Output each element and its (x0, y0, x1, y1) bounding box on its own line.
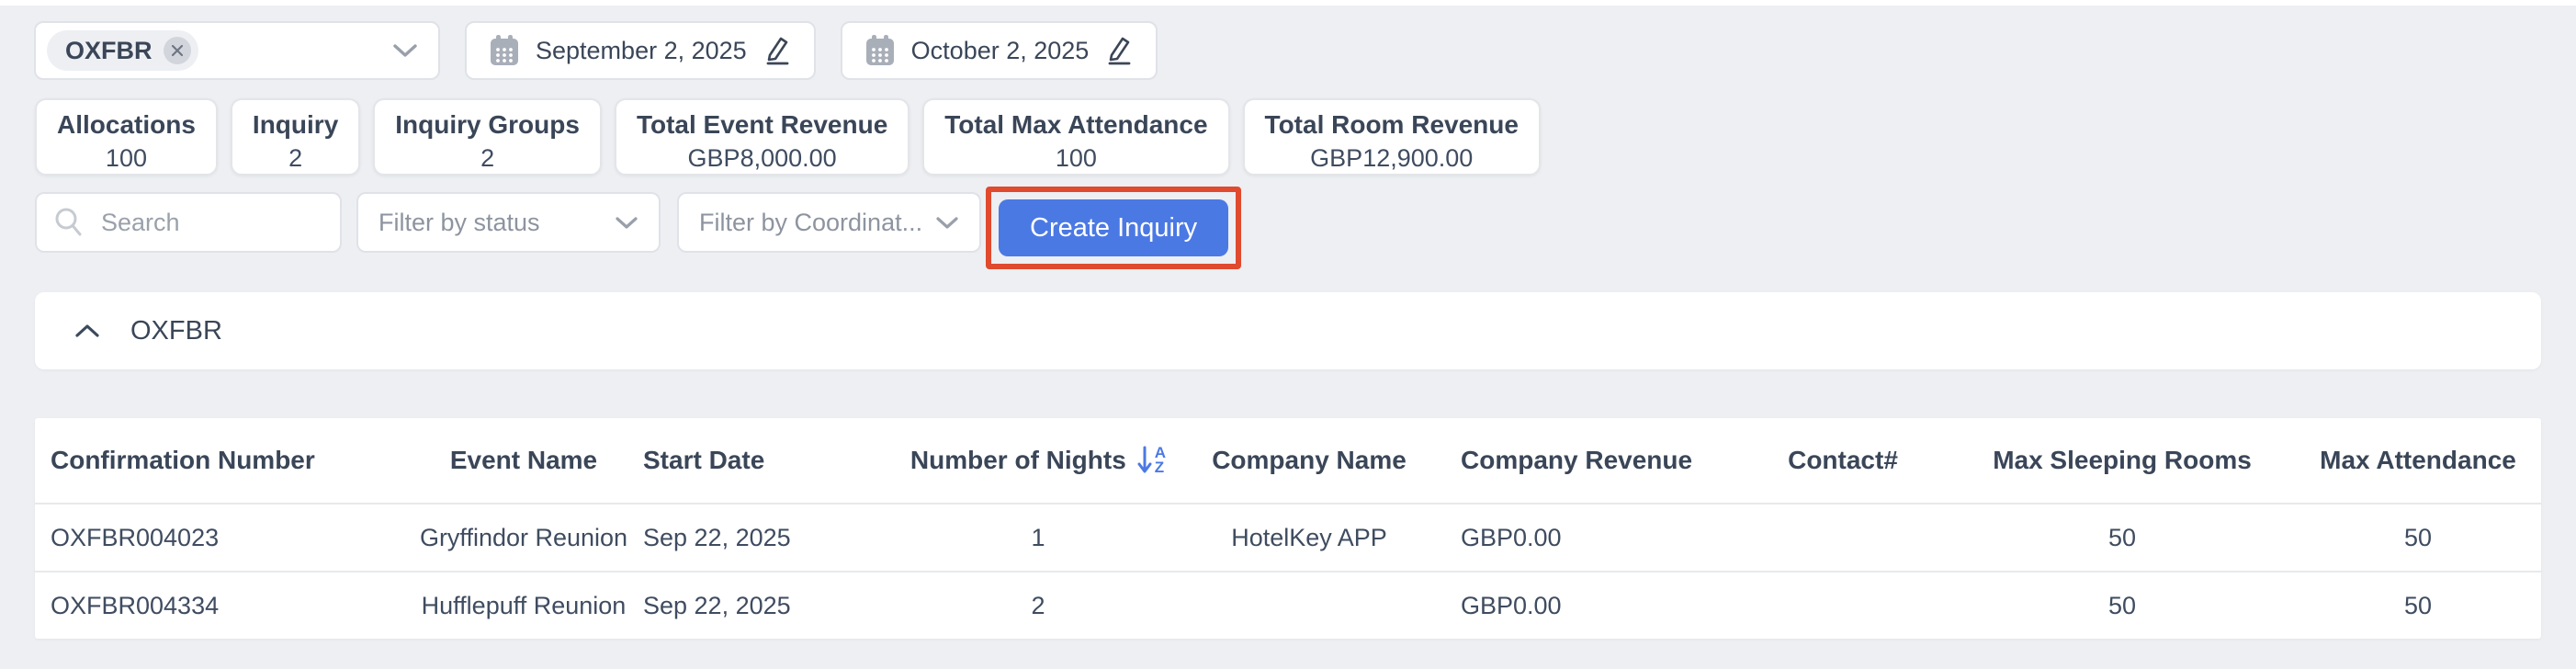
column-header-company-revenue: Company Revenue (1461, 446, 1693, 474)
stat-value: 100 (1055, 144, 1097, 172)
stat-label: Total Event Revenue (636, 110, 888, 139)
stat-value: 100 (105, 144, 147, 172)
stat-label: Inquiry Groups (395, 110, 580, 139)
cell-start-date: Sep 22, 2025 (643, 591, 791, 619)
stat-card-total-max-attendance: Total Max Attendance 100 (922, 98, 1230, 176)
column-header-start-date: Start Date (643, 446, 765, 474)
cell-company-revenue: GBP0.00 (1461, 591, 1562, 619)
stat-value: 2 (288, 144, 303, 172)
stats-row: Allocations 100 Inquiry 2 Inquiry Groups… (35, 98, 2576, 176)
stat-label: Inquiry (252, 110, 339, 139)
column-header-label: Number of Nights (910, 446, 1126, 474)
column-header-company-name: Company Name (1212, 446, 1407, 474)
filter-row: Filter by status Filter by Coordinat... … (35, 187, 2576, 269)
cell-max-sleeping-rooms: 50 (2107, 591, 2137, 619)
cell-start-date: Sep 22, 2025 (643, 523, 791, 551)
close-icon[interactable] (163, 37, 191, 64)
cell-number-of-nights: 2 (1031, 591, 1045, 619)
column-header-contact: Contact# (1788, 446, 1898, 474)
coordinator-filter-select[interactable]: Filter by Coordinat... (677, 192, 981, 253)
end-date-value: October 2, 2025 (910, 36, 1090, 64)
cell-confirmation-number: OXFBR004334 (51, 591, 220, 619)
calendar-icon (864, 34, 896, 67)
stat-card-total-event-revenue: Total Event Revenue GBP8,000.00 (614, 98, 910, 176)
edit-icon[interactable] (1104, 35, 1134, 66)
cell-confirmation-number: OXFBR004023 (51, 523, 220, 551)
column-header-event-name: Event Name (449, 446, 598, 474)
chevron-up-icon[interactable] (73, 323, 101, 339)
property-tag: OXFBR (47, 30, 198, 71)
stat-label: Total Max Attendance (944, 110, 1208, 139)
cell-max-attendance: 50 (2403, 591, 2433, 619)
property-select[interactable]: OXFBR (34, 21, 440, 80)
stat-card-allocations: Allocations 100 (35, 98, 218, 176)
sort-letters: A Z (1154, 444, 1167, 476)
action-highlight-box: Create Inquiry (986, 187, 1242, 269)
group-panel-oxfbr[interactable]: OXFBR (35, 292, 2541, 369)
cell-number-of-nights: 1 (1031, 523, 1045, 551)
coordinator-filter-placeholder: Filter by Coordinat... (699, 208, 923, 236)
sort-az-icon[interactable]: A Z (1137, 445, 1166, 476)
search-box[interactable] (35, 192, 342, 253)
inquiries-table: Confirmation Number Event Name Start Dat… (35, 418, 2541, 639)
column-header-number-of-nights[interactable]: Number of Nights A Z (900, 445, 1176, 476)
group-title: OXFBR (130, 315, 222, 346)
stat-card-inquiry-groups: Inquiry Groups 2 (373, 98, 602, 176)
edit-icon[interactable] (763, 35, 792, 66)
table-row[interactable]: OXFBR004023 Gryffindor Reunion Sep 22, 2… (35, 505, 2541, 573)
create-inquiry-button[interactable]: Create Inquiry (999, 199, 1229, 256)
start-date-picker[interactable]: September 2, 2025 (465, 21, 816, 80)
chevron-down-icon (392, 42, 418, 59)
column-header-max-attendance: Max Attendance (2320, 446, 2516, 474)
search-input[interactable] (99, 207, 323, 238)
cell-company-name: HotelKey APP (1231, 523, 1387, 551)
stat-card-inquiry: Inquiry 2 (230, 98, 361, 176)
table-row[interactable]: OXFBR004334 Hufflepuff Reunion Sep 22, 2… (35, 573, 2541, 639)
cell-max-sleeping-rooms: 50 (2107, 523, 2137, 551)
stat-label: Total Room Revenue (1264, 110, 1519, 139)
status-filter-placeholder: Filter by status (378, 208, 540, 236)
column-header-confirmation-number: Confirmation Number (51, 446, 315, 474)
cell-company-revenue: GBP0.00 (1461, 523, 1562, 551)
stat-value: 2 (480, 144, 495, 172)
table-header-row: Confirmation Number Event Name Start Dat… (35, 418, 2541, 505)
status-filter-select[interactable]: Filter by status (356, 192, 661, 253)
end-date-picker[interactable]: October 2, 2025 (840, 21, 1158, 80)
top-controls-row: OXFBR (34, 21, 2576, 80)
property-tag-label: OXFBR (65, 36, 153, 64)
chevron-down-icon (615, 215, 638, 231)
column-header-max-sleeping-rooms: Max Sleeping Rooms (1993, 446, 2252, 474)
calendar-icon (489, 34, 520, 67)
stat-card-total-room-revenue: Total Room Revenue GBP12,900.00 (1242, 98, 1541, 176)
stat-label: Allocations (57, 110, 196, 139)
cell-max-attendance: 50 (2403, 523, 2433, 551)
chevron-down-icon (935, 215, 959, 231)
cell-event-name: Gryffindor Reunion (419, 523, 628, 551)
search-icon (53, 206, 85, 239)
start-date-value: September 2, 2025 (536, 36, 747, 64)
stat-value: GBP8,000.00 (687, 144, 837, 172)
cell-event-name: Hufflepuff Reunion (421, 591, 627, 619)
stat-value: GBP12,900.00 (1310, 144, 1474, 172)
top-divider (0, 0, 2576, 6)
